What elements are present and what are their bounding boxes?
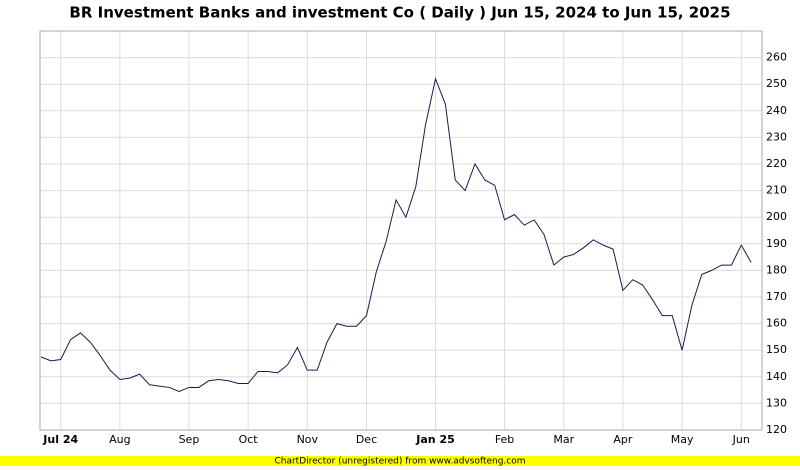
y-tick-label: 170	[766, 290, 787, 303]
y-tick-label: 230	[766, 130, 787, 143]
x-tick-label: Nov	[297, 433, 319, 446]
y-tick-label: 200	[766, 210, 787, 223]
x-tick-label: Feb	[495, 433, 514, 446]
y-tick-label: 190	[766, 237, 787, 250]
y-tick-label: 180	[766, 263, 787, 276]
y-tick-label: 160	[766, 317, 787, 330]
y-tick-label: 120	[766, 423, 787, 436]
footer-text: ChartDirector (unregistered) from www.ad…	[274, 457, 525, 467]
y-tick-label: 210	[766, 184, 787, 197]
x-tick-label: Oct	[239, 433, 259, 446]
y-tick-label: 220	[766, 157, 787, 170]
x-tick-label: Jun	[732, 433, 750, 446]
x-tick-label: Dec	[356, 433, 377, 446]
footer-bar	[0, 456, 800, 466]
y-tick-label: 240	[766, 104, 787, 117]
x-tick-label: Apr	[613, 433, 633, 446]
chart-title: BR Investment Banks and investment Co ( …	[69, 4, 730, 22]
price-line	[40, 77, 752, 392]
y-tick-label: 140	[766, 370, 787, 383]
y-tick-label: 250	[766, 77, 787, 90]
x-tick-label: May	[671, 433, 694, 446]
x-tick-label: Aug	[109, 433, 130, 446]
y-tick-label: 260	[766, 51, 787, 64]
y-tick-label: 130	[766, 396, 787, 409]
x-tick-label: Jan 25	[415, 433, 454, 446]
plot-area	[39, 30, 763, 431]
y-tick-label: 150	[766, 343, 787, 356]
x-tick-label: Sep	[179, 433, 200, 446]
x-tick-label: Jul 24	[42, 433, 78, 446]
x-tick-label: Mar	[553, 433, 574, 446]
plot-border	[39, 30, 763, 431]
